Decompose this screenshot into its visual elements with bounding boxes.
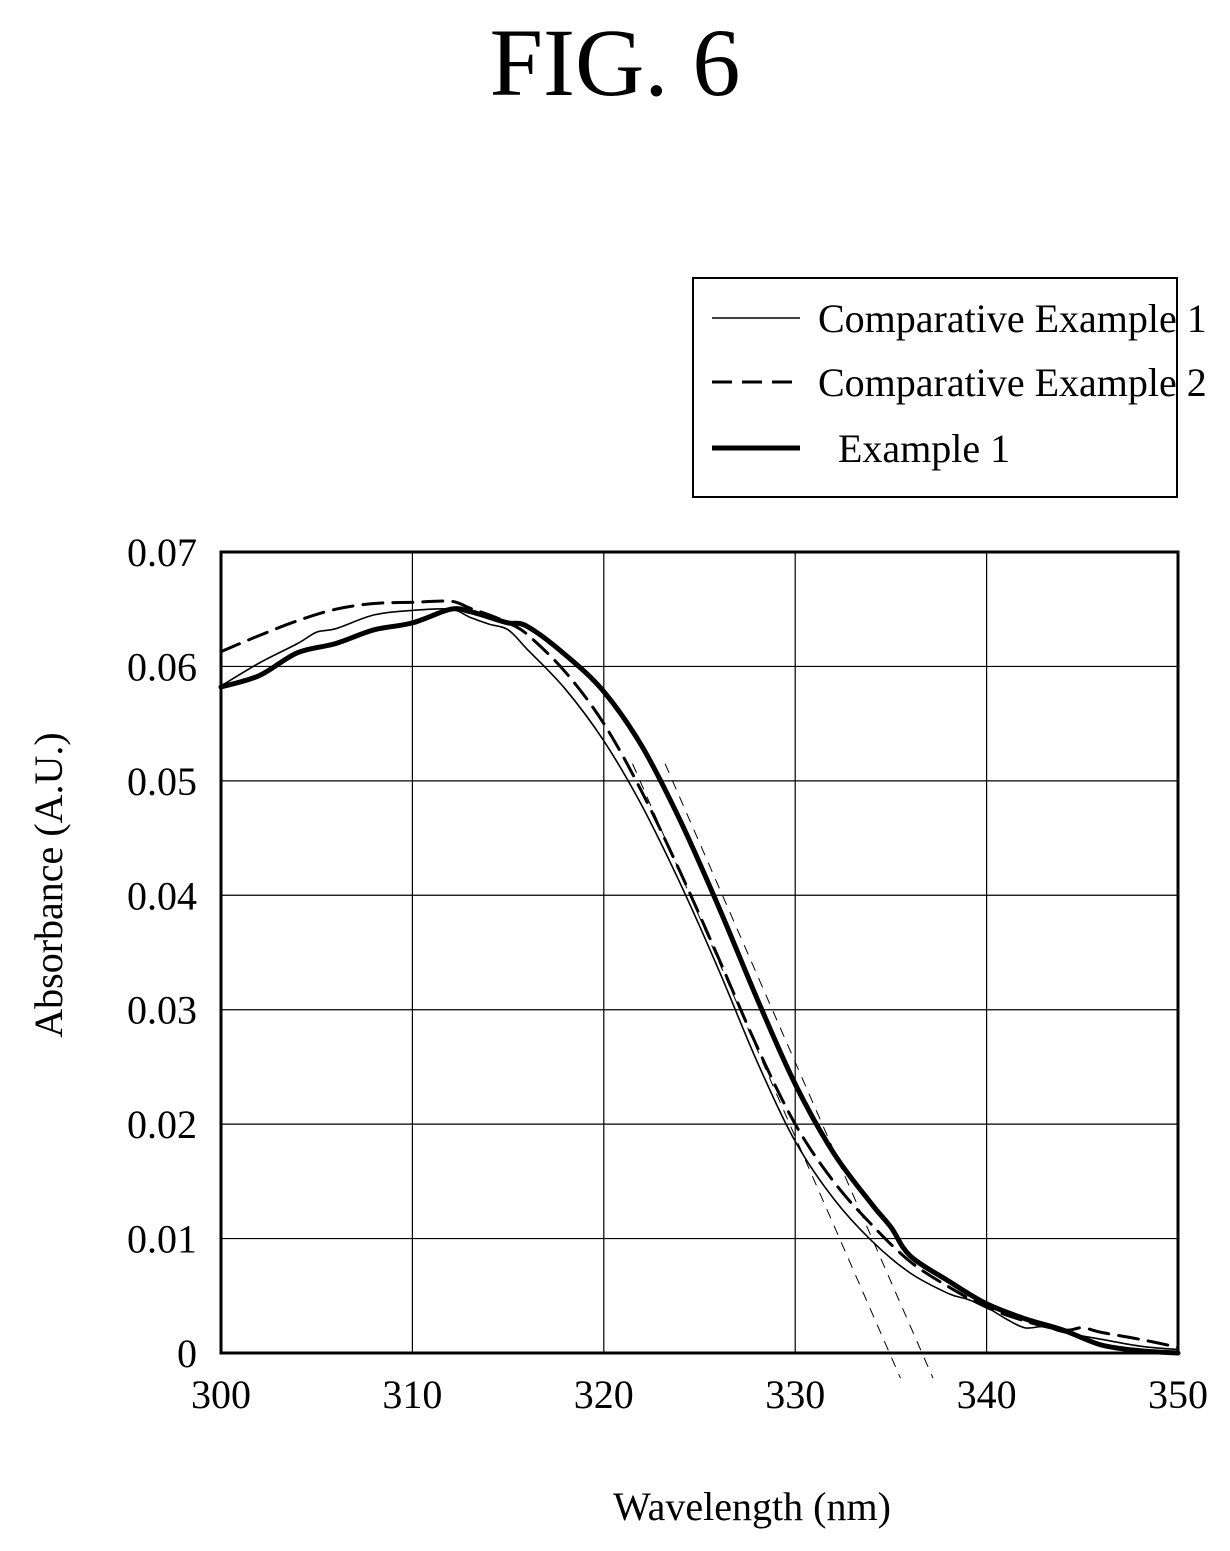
y-tick-label: 0 (177, 1331, 197, 1376)
y-axis-label: Absorbance (A.U.) (26, 732, 71, 1037)
x-tick-label: 340 (957, 1372, 1017, 1417)
y-tick-label: 0.02 (127, 1102, 197, 1147)
figure-title: FIG. 6 (489, 9, 741, 116)
grid (220, 551, 1179, 1354)
legend-label-example-1: Example 1 (838, 426, 1010, 471)
x-tick-label: 350 (1148, 1372, 1208, 1417)
legend: Comparative Example 1 Comparative Exampl… (692, 277, 1207, 498)
y-tick-label: 0.01 (127, 1217, 197, 1262)
legend-label-comparative-example-2: Comparative Example 2 (818, 360, 1207, 405)
series-lines (218, 599, 1181, 1356)
x-tick-label: 330 (765, 1372, 825, 1417)
plot-frame (219, 550, 1180, 1355)
x-axis-label: Wavelength (nm) (613, 1484, 891, 1529)
series-line-example-1 (218, 606, 1181, 1356)
y-tick-label: 0.06 (127, 644, 197, 689)
x-tick-label: 310 (382, 1372, 442, 1417)
y-tick-label: 0.07 (127, 530, 197, 575)
y-tick-labels: 0 0.01 0.02 0.03 0.04 0.05 0.06 0.07 (127, 530, 197, 1376)
y-tick-label: 0.05 (127, 759, 197, 804)
y-tick-label: 0.04 (127, 873, 197, 918)
tangent-line (664, 763, 934, 1379)
x-tick-labels: 300 310 320 330 340 350 (191, 1372, 1208, 1417)
legend-box (692, 277, 1178, 498)
x-tick-label: 300 (191, 1372, 251, 1417)
x-tick-label: 320 (574, 1372, 634, 1417)
tangent-lines (632, 763, 934, 1379)
series-line-comparative-example-1 (220, 607, 1179, 1351)
series-line-comparative-example-2 (219, 599, 1180, 1349)
y-tick-label: 0.03 (127, 988, 197, 1033)
legend-label-comparative-example-1: Comparative Example 1 (818, 296, 1207, 341)
